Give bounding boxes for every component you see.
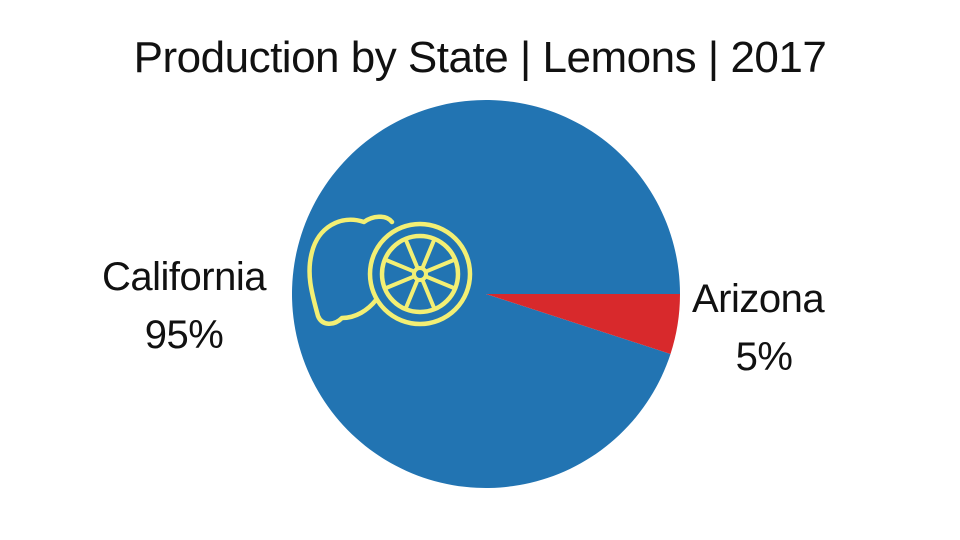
lemon-icon (307, 214, 473, 327)
california-name-label: California (102, 255, 267, 299)
pie-slices (292, 99, 680, 488)
chart-title: Production by State | Lemons | 2017 (134, 33, 827, 82)
arizona-percent-label: 5% (736, 335, 793, 379)
arizona-name-label: Arizona (692, 277, 825, 321)
arizona-label: Arizona 5% (692, 277, 826, 379)
california-percent-label: 95% (145, 313, 224, 357)
pie-slice-california (292, 99, 680, 488)
pie-slice-arizona (486, 294, 680, 354)
california-label: California 95% (102, 255, 268, 357)
